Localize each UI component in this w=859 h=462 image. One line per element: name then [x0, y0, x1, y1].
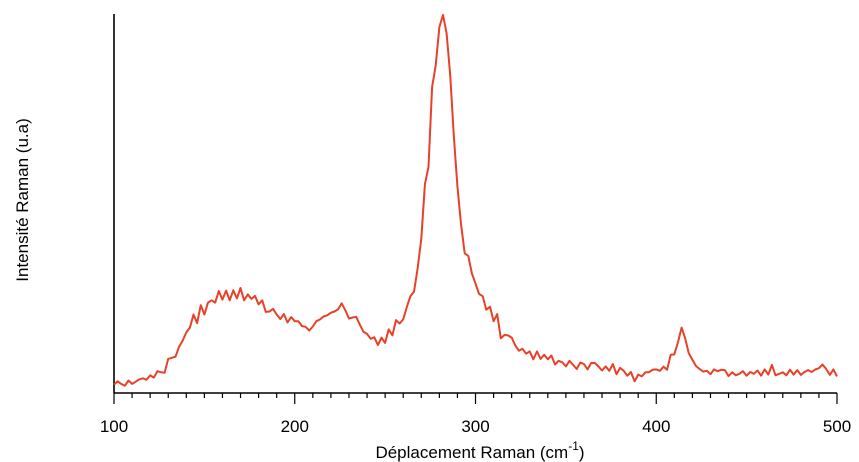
axes	[113, 14, 837, 394]
x-tick-label: 300	[461, 417, 489, 436]
x-tick-label: 100	[100, 417, 128, 436]
x-tick-label: 200	[281, 417, 309, 436]
x-axis-title: Déplacement Raman (cm-1)	[375, 439, 584, 462]
x-axis-title-superscript: -1	[568, 439, 579, 453]
x-ticks	[113, 393, 838, 404]
raman-series-line	[113, 14, 838, 387]
y-axis-title: Intensité Raman (u.a)	[13, 118, 32, 281]
x-axis-title-end: )	[579, 443, 585, 462]
x-axis-title-main: Déplacement Raman (cm	[375, 443, 568, 462]
x-tick-labels: 100 200 300 400 500	[100, 417, 851, 436]
x-tick-label: 400	[642, 417, 670, 436]
x-tick-label: 500	[823, 417, 851, 436]
